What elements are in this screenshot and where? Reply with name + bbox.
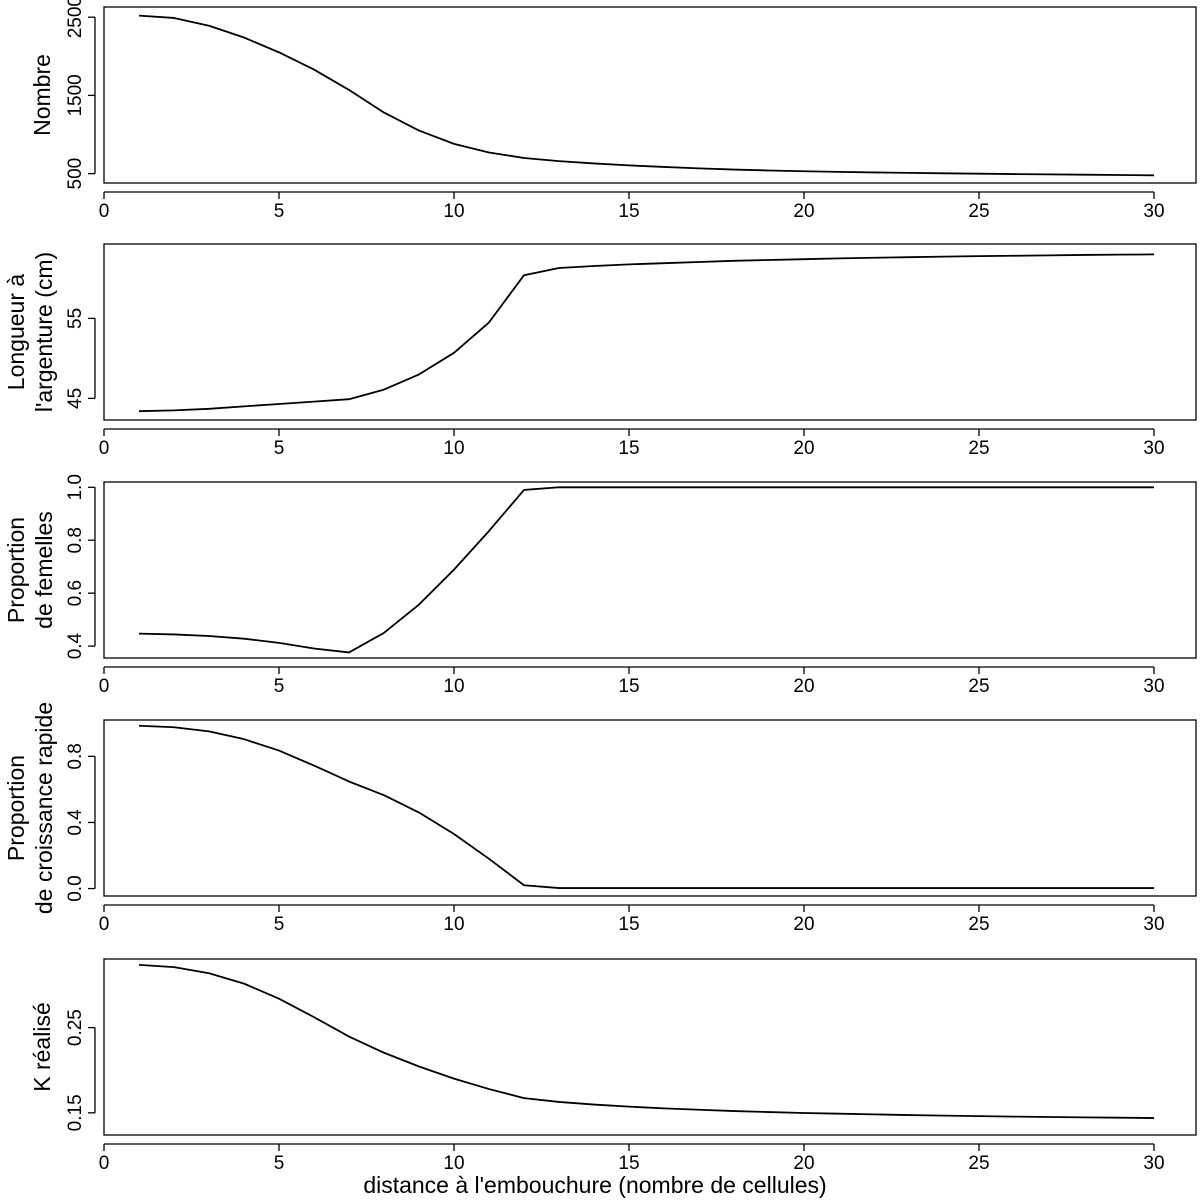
x-tick-label: 5 [274, 1153, 285, 1174]
y-tick-label: 1500 [65, 74, 86, 116]
x-tick-label: 0 [99, 201, 110, 222]
x-tick-label: 15 [618, 676, 639, 697]
y-tick-label: 0.4 [65, 632, 86, 659]
y-tick-label: 2500 [65, 0, 86, 38]
series-line [138, 724, 1154, 889]
panel-1: 0 5 10 15 20 25 30 500 1500 2500 Nombre [29, 0, 1197, 222]
y-axis-label: l'argenture (cm) [31, 252, 57, 412]
x-tick-label: 5 [274, 438, 285, 459]
plot-frame [103, 958, 1197, 1136]
y-axis-label: Proportion [3, 517, 29, 623]
y-tick-label: 0.0 [65, 875, 86, 901]
x-tick-label: 30 [1143, 438, 1164, 459]
x-tick-label: 30 [1143, 676, 1164, 697]
x-tick-label: 5 [274, 201, 285, 222]
plot-frame [103, 243, 1197, 421]
x-tick-label: 10 [443, 1153, 464, 1174]
y-tick-label: 500 [65, 158, 86, 190]
x-tick-label: 25 [968, 201, 989, 222]
y-tick-label: 0.8 [65, 743, 86, 769]
x-tick-label: 25 [968, 914, 989, 935]
x-tick-label: 30 [1143, 1153, 1164, 1174]
x-tick-label: 20 [793, 1153, 814, 1174]
x-tick-label: 10 [443, 201, 464, 222]
x-tick-label: 25 [968, 1153, 989, 1174]
x-tick-label: 25 [968, 438, 989, 459]
y-tick-label: 45 [65, 388, 86, 409]
y-tick-label: 0.15 [65, 1094, 86, 1131]
y-tick-label: 0.25 [65, 1009, 86, 1046]
panel-3: 0 5 10 15 20 25 30 0.4 0.6 0.8 1.0 Proportion de fem… [3, 474, 1197, 697]
y-tick-label: 0.8 [65, 527, 86, 553]
x-tick-label: 20 [793, 201, 814, 222]
y-axis-label: K réalisé [29, 1002, 55, 1091]
series-line [138, 486, 1154, 654]
x-tick-label: 0 [99, 438, 110, 459]
x-tick-label: 15 [618, 1153, 639, 1174]
series-line [138, 253, 1155, 413]
panel-4: 0 5 10 15 20 25 30 0.0 0.4 0.8 Proportion de croiss… [3, 702, 1197, 935]
x-tick-label: 0 [99, 914, 110, 935]
y-axis-label: de croissance rapide [31, 702, 57, 914]
x-tick-label: 0 [99, 1153, 110, 1174]
x-tick-label: 10 [443, 676, 464, 697]
y-tick-label: 1.0 [65, 474, 86, 500]
x-tick-label: 5 [274, 914, 285, 935]
y-axis-label: Longueur à [3, 274, 29, 391]
y-tick-label: 55 [65, 308, 86, 329]
x-tick-label: 5 [274, 676, 285, 697]
x-axis-label: distance à l'embouchure (nombre de cellu… [363, 1172, 826, 1198]
y-axis-label: de femelles [31, 511, 57, 629]
y-tick-label: 0.4 [65, 809, 86, 836]
x-tick-label: 0 [99, 676, 110, 697]
x-tick-label: 15 [618, 914, 639, 935]
plot-frame [103, 719, 1197, 897]
series-line [138, 14, 1155, 177]
panel-5: 0 5 10 15 20 25 30 0.15 0.25 K réalisé [29, 958, 1197, 1174]
series-line [138, 963, 1155, 1119]
x-tick-label: 10 [443, 438, 464, 459]
x-tick-label: 30 [1143, 914, 1164, 935]
y-tick-label: 0.6 [65, 580, 86, 606]
plot-frame [103, 6, 1197, 184]
x-tick-label: 15 [618, 438, 639, 459]
x-tick-label: 30 [1143, 201, 1164, 222]
x-tick-label: 20 [793, 438, 814, 459]
x-tick-label: 25 [968, 676, 989, 697]
x-tick-label: 10 [443, 914, 464, 935]
x-tick-label: 20 [793, 914, 814, 935]
y-axis-label: Proportion [3, 755, 29, 861]
plot-frame [103, 481, 1197, 659]
x-tick-label: 15 [618, 201, 639, 222]
y-axis-label: Nombre [29, 54, 55, 136]
x-tick-label: 20 [793, 676, 814, 697]
panel-2: 0 5 10 15 20 25 30 45 55 Longueur à l'argenture (c… [3, 243, 1197, 459]
